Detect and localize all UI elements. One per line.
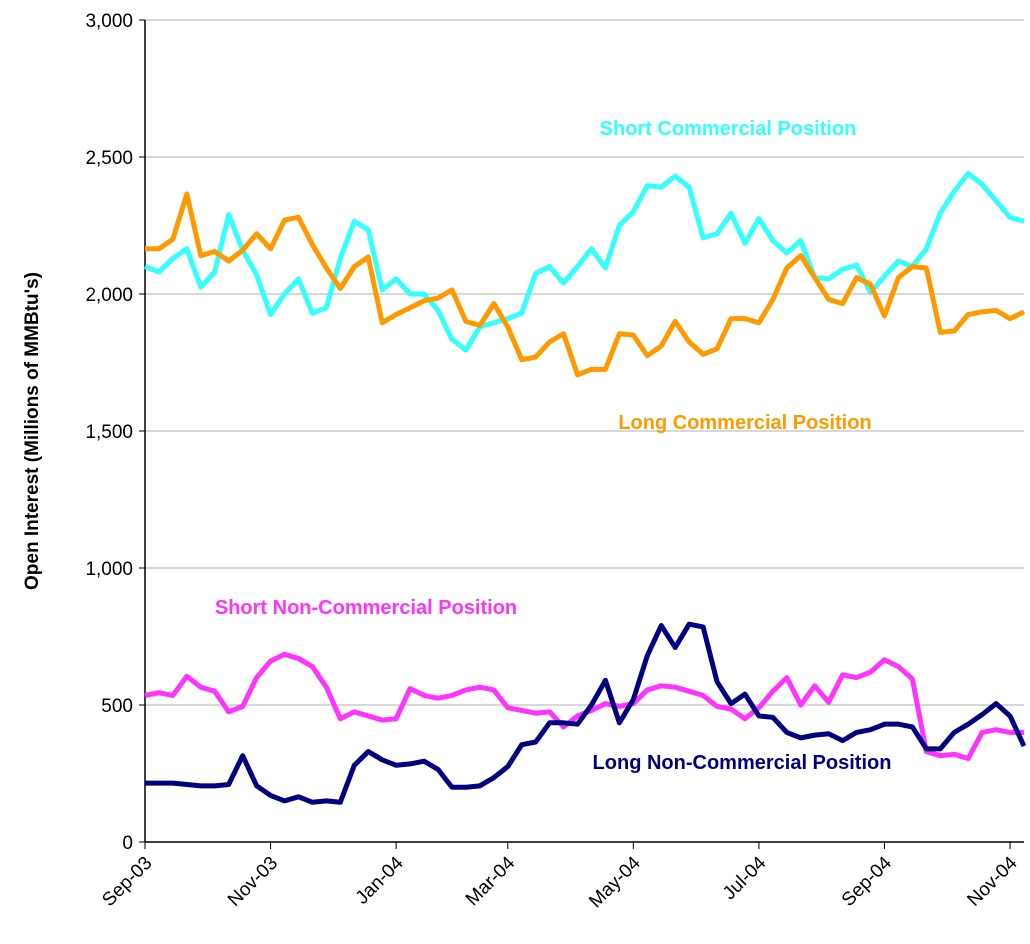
y-tick-label: 2,500 (85, 148, 133, 169)
line-series (145, 191, 1026, 378)
y-tick-label: 1,000 (85, 559, 133, 580)
x-tick-label: Sep-04 (838, 852, 896, 910)
series-label: Long Commercial Position (618, 412, 871, 434)
series-label: Short Commercial Position (600, 118, 857, 140)
y-tick-label: 0 (122, 833, 133, 854)
x-tick-label: May-04 (585, 852, 645, 912)
line-series (145, 621, 1027, 805)
x-tick-label: Sep-03 (98, 853, 156, 911)
y-tick-label: 1,500 (85, 422, 133, 443)
y-tick-label: 2,000 (85, 285, 133, 306)
x-tick-label: Nov-03 (224, 853, 282, 911)
line-series (144, 651, 1024, 761)
y-tick-label: 3,000 (85, 11, 133, 32)
x-tick-label: Jan-04 (352, 852, 408, 908)
x-tick-label: Nov-04 (963, 852, 1021, 910)
y-axis-title: Open Interest (Millions of MMBtu's) (22, 272, 43, 590)
series-label: Long Non-Commercial Position (593, 752, 892, 774)
line-series (144, 170, 1025, 353)
x-tick-label: Jul-04 (719, 852, 771, 904)
x-tick-label: Mar-04 (462, 852, 520, 910)
series-label: Short Non-Commercial Position (215, 597, 517, 619)
y-tick-label: 500 (101, 696, 133, 717)
